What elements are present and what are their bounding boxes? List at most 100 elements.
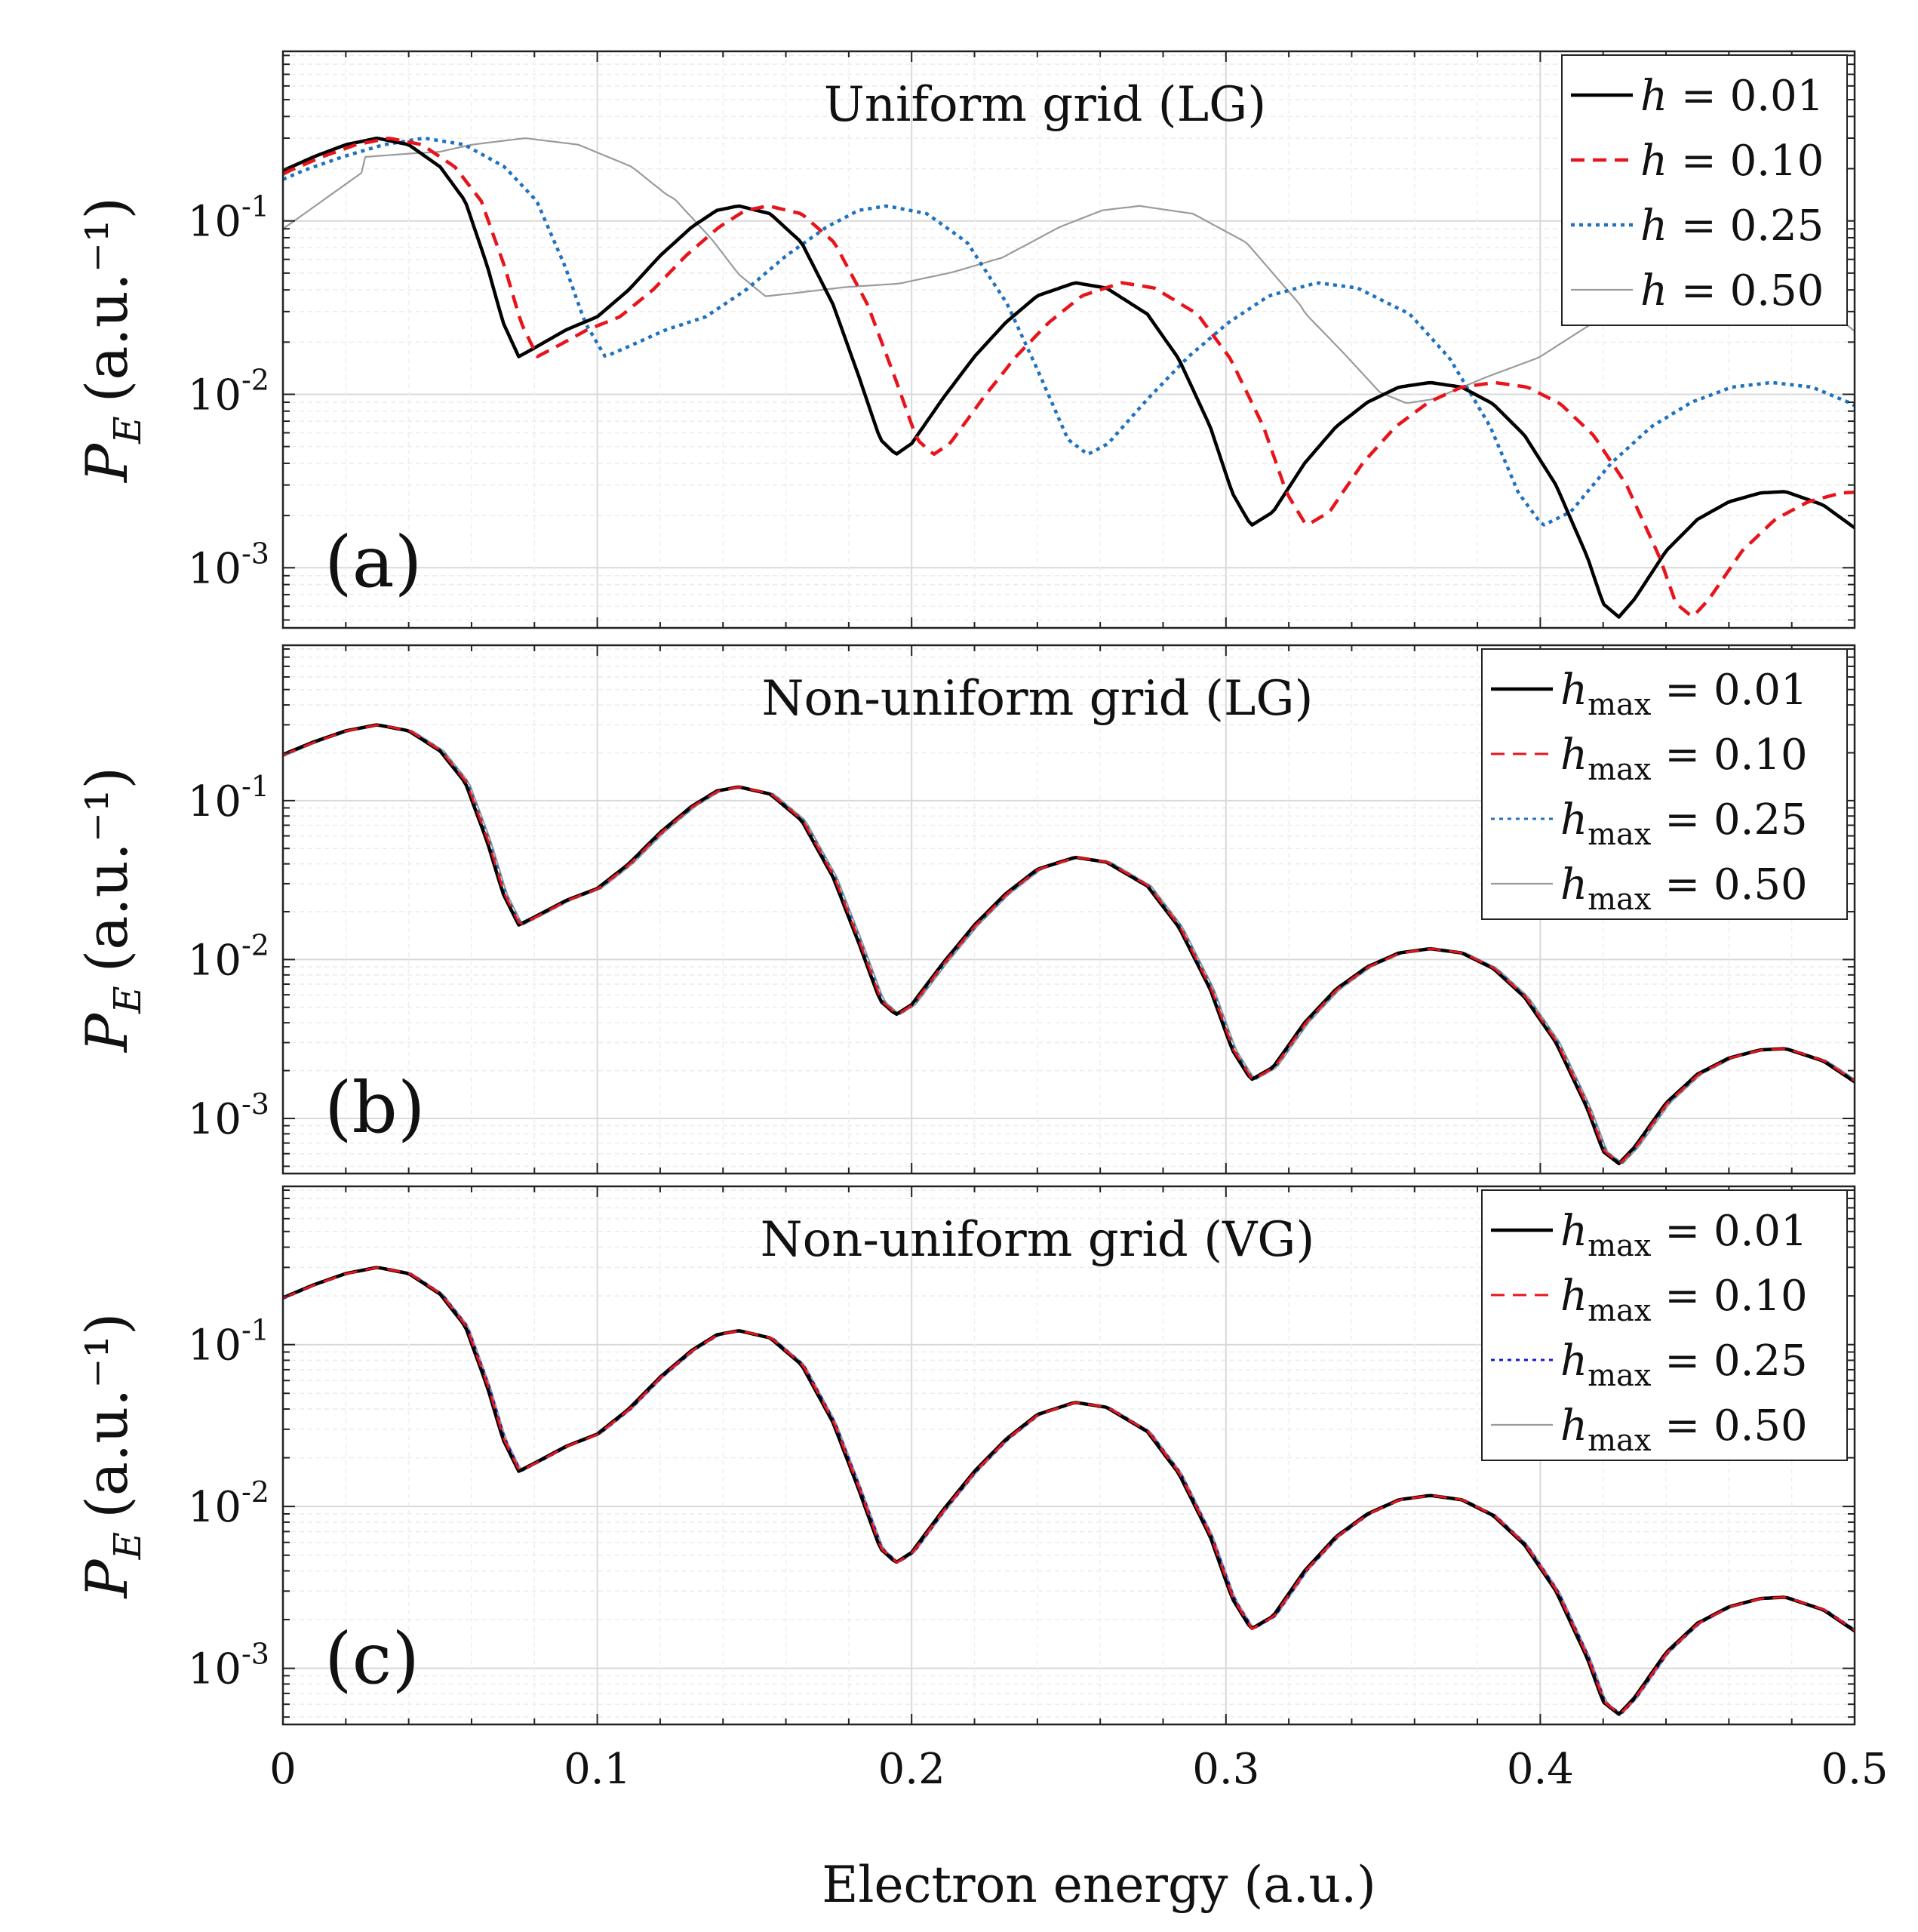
legend-equals: = — [1667, 72, 1730, 121]
legend-equals: = — [1651, 1337, 1714, 1386]
x-tick-label: 0.2 — [878, 1745, 945, 1794]
legend-subscript: max — [1588, 1229, 1652, 1263]
y-axis-subscript: E — [106, 416, 149, 445]
x-tick-label: 0 — [269, 1745, 297, 1794]
legend-equals: = — [1651, 731, 1714, 780]
y-tick-exponent: -1 — [241, 770, 269, 803]
series-line-0-01 — [283, 136, 1855, 619]
y-tick-exponent: -2 — [241, 928, 269, 961]
legend-equals: = — [1667, 202, 1730, 251]
legend-symbol: h — [1560, 666, 1588, 715]
y-tick-base: 10 — [188, 544, 241, 593]
panel-curves — [283, 723, 1855, 1166]
legend-entry: h = 0.10 — [1640, 137, 1824, 186]
y-axis-subscript: E — [106, 1532, 149, 1561]
legend-subscript: max — [1588, 1358, 1652, 1393]
y-tick-base: 10 — [188, 1645, 241, 1694]
series-line-0-10 — [283, 724, 1855, 1164]
legend-entry: hmax = 0.25 — [1560, 1337, 1808, 1393]
y-axis-label: PE (a.u.⁻¹) — [73, 1312, 149, 1599]
legend-box — [1481, 648, 1848, 920]
y-tick-base: 10 — [188, 1095, 241, 1144]
legend-equals: = — [1651, 795, 1714, 844]
y-tick-base: 10 — [188, 1321, 241, 1371]
panel-frame — [281, 50, 1856, 629]
panel-curves — [283, 136, 1855, 619]
panel-frame — [281, 644, 1856, 1175]
y-axis-symbol: P — [73, 1012, 140, 1054]
legend-value: 0.01 — [1714, 1207, 1808, 1256]
y-axis-units: (a.u.⁻¹) — [73, 767, 140, 972]
y-tick-base: 10 — [188, 936, 241, 985]
legend-symbol: h — [1640, 202, 1667, 251]
panel-title: Non-uniform grid (VG) — [761, 1212, 1315, 1268]
y-axis-subscript: E — [106, 986, 149, 1014]
y-tick-label: 10-3 — [188, 1638, 269, 1694]
y-tick-exponent: -2 — [241, 1475, 269, 1509]
legend-symbol: h — [1560, 731, 1588, 780]
panel-title: Non-uniform grid (LG) — [761, 671, 1313, 727]
legend-symbol: h — [1560, 1207, 1588, 1256]
panel-frame — [281, 1185, 1856, 1726]
legend-value: 0.01 — [1730, 72, 1824, 121]
legend-equals: = — [1651, 666, 1714, 715]
x-axis-title: Electron energy (a.u.) — [822, 1856, 1376, 1914]
y-tick-label: 10-1 — [188, 1314, 269, 1371]
legend-entry: h = 0.25 — [1640, 202, 1824, 251]
legend-equals: = — [1651, 1207, 1714, 1256]
legend-symbol: h — [1560, 795, 1588, 844]
y-tick-label: 10-2 — [188, 363, 269, 420]
y-tick-label: 10-2 — [188, 1475, 269, 1532]
legend-box — [1561, 54, 1848, 326]
series-line-0-10 — [283, 137, 1855, 618]
legend-symbol: h — [1560, 1272, 1588, 1321]
legend-value: 0.50 — [1714, 1401, 1808, 1451]
legend-symbol: h — [1560, 1401, 1588, 1451]
legend-symbol: h — [1560, 1337, 1588, 1386]
y-axis-symbol: P — [73, 442, 140, 484]
y-tick-base: 10 — [188, 777, 241, 826]
y-axis-units: (a.u.⁻¹) — [73, 1312, 140, 1518]
legend-entry: hmax = 0.25 — [1560, 795, 1808, 852]
x-tick-label: 0.5 — [1821, 1745, 1888, 1794]
y-tick-exponent: -1 — [241, 1314, 269, 1347]
legend-value: 0.25 — [1714, 795, 1808, 844]
legend-symbol: h — [1640, 137, 1667, 186]
legend-value: 0.25 — [1714, 1337, 1808, 1386]
y-tick-exponent: -1 — [241, 190, 269, 223]
legend-subscript: max — [1588, 817, 1652, 852]
legend-value: 0.50 — [1730, 266, 1824, 315]
y-tick-label: 10-1 — [188, 190, 269, 247]
legend-equals: = — [1651, 860, 1714, 909]
legend-entry: hmax = 0.01 — [1560, 666, 1808, 722]
legend-symbol: h — [1560, 860, 1588, 909]
y-tick-base: 10 — [188, 1483, 241, 1532]
panel-label: (c) — [324, 1618, 420, 1700]
legend-entry: h = 0.50 — [1640, 266, 1824, 315]
legend-value: 0.10 — [1730, 137, 1824, 186]
legend-value: 0.25 — [1730, 202, 1824, 251]
y-tick-exponent: -3 — [241, 1638, 269, 1671]
legend-equals: = — [1651, 1272, 1714, 1321]
legend-value: 0.10 — [1714, 731, 1808, 780]
y-tick-label: 10-2 — [188, 928, 269, 985]
y-tick-exponent: -2 — [241, 363, 269, 396]
y-tick-exponent: -3 — [241, 537, 269, 570]
legend-entry: hmax = 0.10 — [1560, 731, 1808, 787]
legend-value: 0.10 — [1714, 1272, 1808, 1321]
y-axis-symbol: P — [73, 1558, 140, 1600]
legend-entry: hmax = 0.50 — [1560, 860, 1808, 917]
y-tick-base: 10 — [188, 198, 241, 247]
legend-subscript: max — [1588, 1423, 1652, 1458]
panel-curves — [283, 1266, 1855, 1716]
y-tick-base: 10 — [188, 371, 241, 420]
legend-entry: hmax = 0.01 — [1560, 1207, 1808, 1263]
x-tick-label: 0.4 — [1507, 1745, 1574, 1794]
series-line-0-25 — [283, 724, 1855, 1164]
